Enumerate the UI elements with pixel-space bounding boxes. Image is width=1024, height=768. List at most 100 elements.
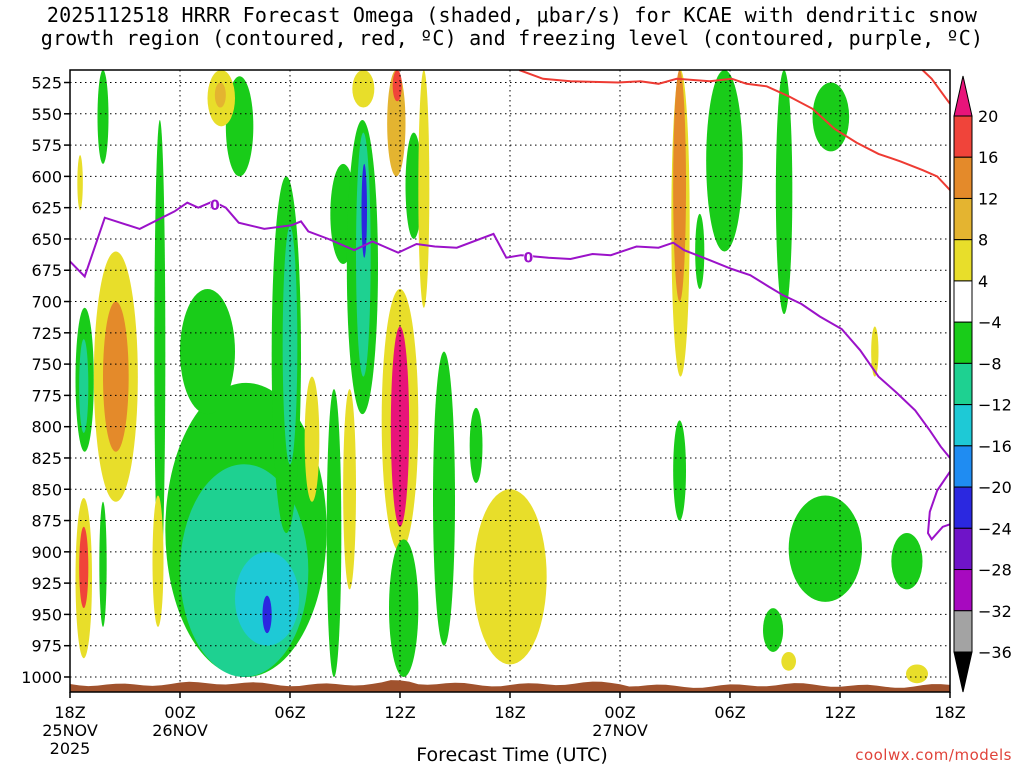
omega-region-51 (871, 326, 879, 377)
colorbar-label-13: −36 (978, 643, 1012, 662)
y-tick-label-800: 800 (31, 418, 62, 437)
x-tick-day-6: 26NOV (152, 721, 208, 740)
x-tick-label-24: 18Z (494, 703, 525, 722)
omega-region-41 (706, 70, 743, 252)
colorbar-band-10 (953, 527, 973, 571)
omega-region-48 (788, 495, 862, 602)
x-tick-label-6: 00Z (164, 703, 195, 722)
colorbar-top-arrow (953, 75, 973, 117)
omega-region-35 (418, 70, 430, 308)
colorbar-band-12 (953, 610, 973, 653)
freezing-level-line (70, 200, 950, 459)
colorbar-band-6 (953, 362, 973, 406)
colorbar-band-4 (953, 280, 973, 323)
freezing-level-line-lower (926, 471, 950, 541)
y-tick-label-575: 575 (31, 136, 62, 155)
omega-shading (75, 70, 928, 684)
colorbar-band-9 (953, 486, 973, 529)
omega-region-45 (673, 420, 686, 521)
contours: 00 (70, 70, 950, 541)
x-tick-day-0: 25NOV (42, 721, 98, 740)
omega-region-33 (405, 132, 422, 239)
y-tick-label-650: 650 (31, 230, 62, 249)
x-tick-label-48: 18Z (934, 703, 965, 722)
colorbar-label-10: −24 (978, 519, 1012, 538)
omega-region-34 (389, 539, 419, 677)
chart-title-line-1: 2025112518 HRRR Forecast Omega (shaded, … (46, 3, 978, 27)
omega-region-10 (152, 495, 164, 627)
omega-region-30 (392, 70, 402, 102)
dgz-contour-line-upper (921, 70, 950, 105)
y-tick-label-850: 850 (31, 480, 62, 499)
colorbar-band-8 (953, 445, 973, 488)
freezing-label-bg-1 (523, 251, 534, 264)
chart-title: 2025112518 HRRR Forecast Omega (shaded, … (0, 4, 1024, 50)
colorbar-band-11 (953, 569, 973, 612)
colorbar-label-7: −12 (978, 396, 1012, 415)
freezing-label-bg-0 (209, 199, 220, 212)
colorbar-band-2 (953, 197, 973, 241)
website-credit[interactable]: coolwx.com/models (855, 746, 1012, 764)
chart-title-line-2: growth region (contoured, red, ºC) and f… (40, 26, 984, 50)
colorbar-label-8: −16 (978, 437, 1012, 456)
y-tick-label-725: 725 (31, 324, 62, 343)
y-tick-label-975: 975 (31, 637, 62, 656)
colorbar-label-6: −8 (978, 354, 1002, 373)
y-tick-label-875: 875 (31, 512, 62, 531)
colorbar: 20 16 12 8 4 −4 −8 −12 −16 −20 −24 −28 −32 −36 (953, 75, 1012, 693)
y-tick-label-675: 675 (31, 261, 62, 280)
y-tick-label-600: 600 (31, 167, 62, 186)
colorbar-label-11: −28 (978, 561, 1012, 580)
omega-region-8 (97, 70, 109, 164)
omega-region-29 (387, 70, 406, 177)
colorbar-label-9: −20 (978, 478, 1012, 497)
freezing-level-label-0: 0 (210, 198, 220, 214)
omega-region-23 (326, 389, 342, 677)
y-tick-label-925: 925 (31, 574, 62, 593)
grid (70, 70, 950, 692)
y-tick-label-525: 525 (31, 74, 62, 93)
omega-region-14 (262, 595, 272, 634)
omega-region-38 (473, 489, 547, 665)
terrain-ground-fill (70, 680, 950, 692)
omega-region-37 (469, 407, 483, 483)
omega-region-36 (433, 351, 455, 646)
y-tick-label-775: 775 (31, 386, 62, 405)
colorbar-label-0: 20 (978, 107, 998, 126)
x-tick-label-30: 00Z (604, 703, 635, 722)
x-axis-label: Forecast Time (UTC) (416, 744, 608, 766)
omega-region-6 (103, 301, 129, 452)
freezing-level-label-1: 0 (523, 251, 533, 267)
plot-area: 00 (70, 70, 950, 692)
dgz-contour-line (518, 70, 950, 191)
omega-region-42 (695, 213, 705, 290)
omega-region-46 (763, 608, 784, 652)
omega-region-2 (79, 526, 89, 609)
omega-region-28 (352, 70, 375, 108)
omega-region-40 (673, 70, 686, 302)
y-tick-label-750: 750 (31, 355, 62, 374)
colorbar-bottom-arrow (953, 651, 973, 693)
x-tick-label-0: 18Z (54, 703, 85, 722)
x-tick-label-42: 12Z (824, 703, 855, 722)
y-tick-label-700: 700 (31, 293, 62, 312)
colorbar-label-5: −4 (978, 313, 1002, 332)
omega-region-43 (775, 70, 793, 315)
omega-region-50 (906, 664, 928, 684)
omega-region-27 (361, 163, 367, 258)
omega-region-0 (77, 155, 83, 211)
colorbar-band-1 (953, 156, 973, 199)
y-tick-label-550: 550 (31, 105, 62, 124)
colorbar-label-1: 16 (978, 148, 998, 167)
y-tick-label-950: 950 (31, 605, 62, 624)
colorbar-band-7 (953, 404, 973, 447)
omega-region-9 (154, 120, 166, 584)
omega-region-44 (812, 82, 850, 152)
omega-region-7 (99, 501, 107, 627)
axes: 525 550 575 600 625 650 675 700 725 750 775 800 825 8… (21, 74, 965, 758)
colorbar-label-12: −32 (978, 602, 1012, 621)
x-tick-label-36: 06Z (714, 703, 745, 722)
omega-region-18 (214, 82, 226, 108)
colorbar-band-0 (953, 115, 973, 158)
